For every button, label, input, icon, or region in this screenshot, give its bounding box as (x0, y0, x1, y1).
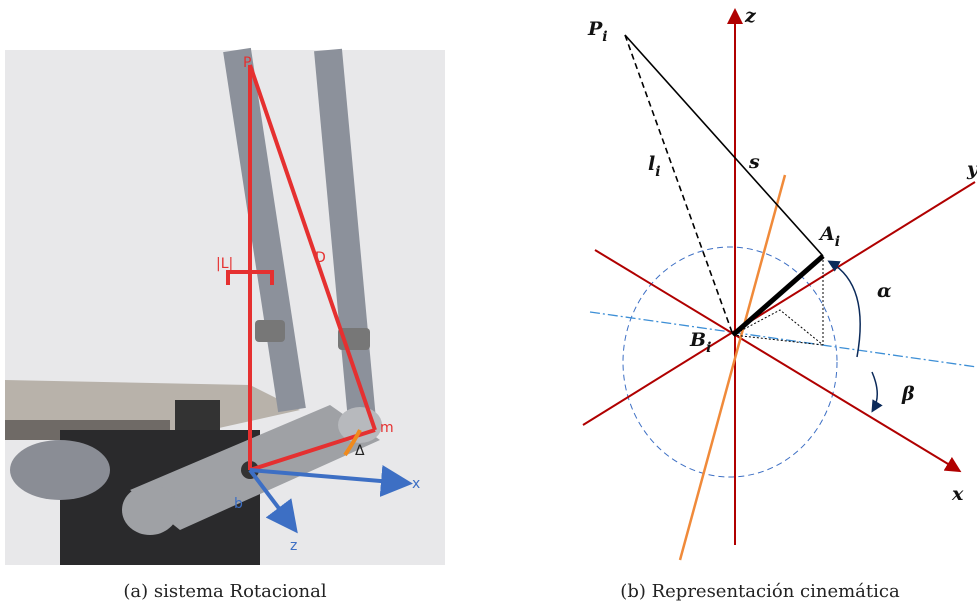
label-sub: i (835, 234, 840, 250)
caption: (a) sistema Rotacional (123, 581, 326, 602)
label: s (748, 151, 760, 173)
render-a: P |L| D m Δ b x z (5, 50, 445, 565)
label-text: P (587, 18, 603, 40)
label: |L| (216, 256, 233, 272)
label-text: α (877, 280, 892, 302)
label: Ai (818, 223, 840, 250)
label: β (901, 383, 915, 405)
label: z (290, 538, 297, 554)
label-text: z (744, 5, 757, 27)
label-text: l (648, 153, 655, 175)
label-text: x (951, 483, 964, 505)
label: Δ (355, 443, 365, 459)
label: x (951, 483, 964, 505)
label: m (380, 420, 394, 436)
label: y (966, 158, 977, 180)
label-text: β (901, 383, 915, 405)
label: Pi (587, 18, 608, 45)
label: P (243, 55, 251, 71)
label: b (234, 496, 243, 512)
label-text: B (689, 329, 706, 351)
label-sub: i (602, 29, 607, 45)
label: D (315, 250, 326, 266)
label-text: s (748, 151, 760, 173)
diagram-b: z Pi s li Ai α Bi β x y (583, 5, 977, 560)
label: li (648, 153, 661, 180)
label-sub: i (655, 164, 660, 180)
caption: (b) Representación cinemática (620, 581, 900, 602)
label: x (412, 476, 420, 492)
label: z (744, 5, 757, 27)
label-text: y (966, 158, 977, 180)
label-text: A (818, 223, 835, 245)
label: α (877, 280, 892, 302)
label-sub: i (706, 340, 711, 356)
figure: P |L| D m Δ b x z (a) sistema Rotacional… (0, 0, 977, 609)
